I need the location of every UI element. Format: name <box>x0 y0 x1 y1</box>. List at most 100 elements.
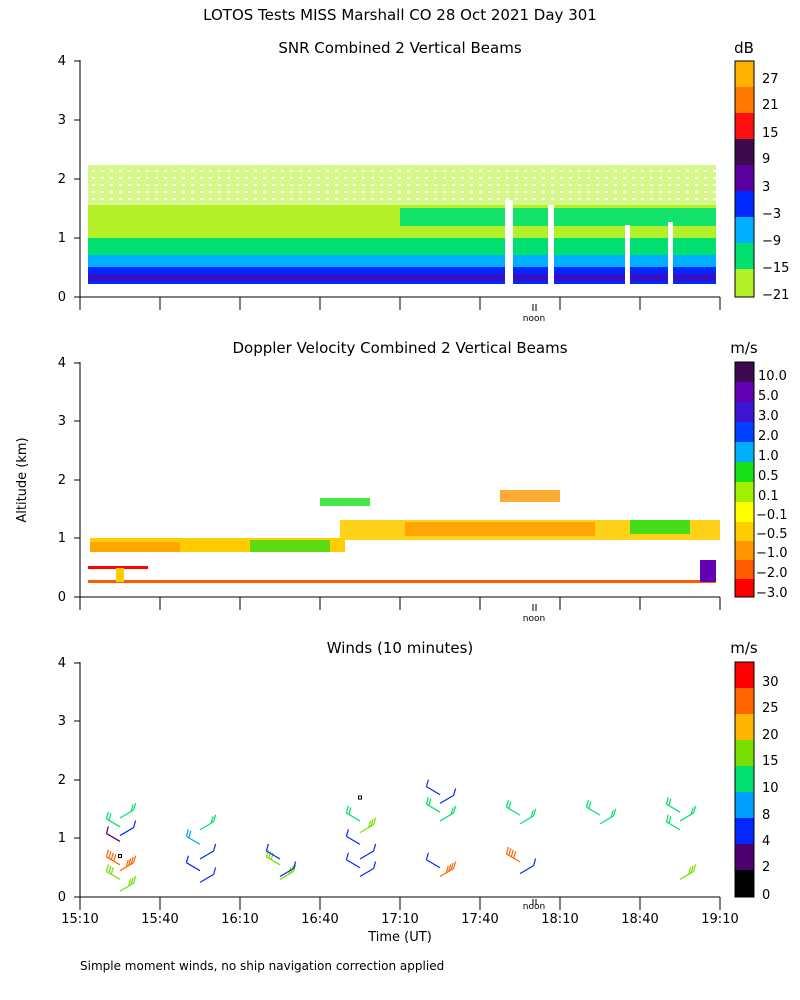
winds-cb-label-4: 10 <box>762 781 779 796</box>
snr-ytick-4: 4 <box>58 54 66 69</box>
wind-barb <box>505 846 521 863</box>
snr-gap-4 <box>668 222 673 284</box>
doppler-band-green-2 <box>630 520 690 534</box>
wind-barb <box>439 805 457 822</box>
snr-y-ticks <box>74 60 80 298</box>
snr-cb-label-4: 3 <box>762 180 770 195</box>
wind-barb <box>105 849 121 866</box>
doppler-colorbar-swatch-4 <box>735 442 754 462</box>
wind-barb <box>679 864 697 880</box>
winds-ytick-1: 1 <box>58 831 66 846</box>
wind-barb <box>118 854 122 859</box>
snr-colorbar-swatch-8 <box>735 269 754 297</box>
winds-xtick-7: 18:40 <box>621 912 658 927</box>
snr-colorbar-swatch-2 <box>735 113 754 139</box>
doppler-colorbar-swatch-7 <box>735 502 754 522</box>
winds-colorbar-swatch-6 <box>735 818 754 844</box>
figure-title: LOTOS Tests MISS Marshall CO 28 Oct 2021… <box>203 6 597 24</box>
doppler-cb-label-8: −0.5 <box>756 527 788 542</box>
doppler-band-green <box>250 540 330 552</box>
snr-colorbar-swatch-0 <box>735 61 754 87</box>
winds-cb-label-3: 15 <box>762 754 779 769</box>
snr-cb-label-7: −15 <box>762 261 789 276</box>
winds-cb-label-8: 0 <box>762 888 770 903</box>
snr-cb-label-8: −21 <box>762 288 789 303</box>
winds-colorbar-swatch-4 <box>735 766 754 792</box>
winds-cb-label-5: 8 <box>762 808 770 823</box>
wind-barbs <box>105 779 697 892</box>
winds-xtick-1: 15:40 <box>141 912 178 927</box>
snr-ytick-2: 2 <box>58 172 66 187</box>
winds-colorbar-swatch-0 <box>735 662 754 688</box>
winds-cb-label-0: 30 <box>762 675 779 690</box>
doppler-cb-label-4: 1.0 <box>758 449 779 464</box>
wind-barb <box>665 797 681 813</box>
wind-barb <box>358 795 362 800</box>
snr-cb-label-3: 9 <box>762 152 770 167</box>
snr-x-ticks <box>79 297 721 311</box>
winds-ytick-3: 3 <box>58 714 66 729</box>
doppler-ytick-3: 3 <box>58 414 66 429</box>
doppler-colorbar-swatch-9 <box>735 541 754 560</box>
doppler-cb-label-3: 2.0 <box>758 429 779 444</box>
doppler-field <box>88 490 720 583</box>
wind-barb <box>119 802 137 819</box>
doppler-x-ticks <box>79 597 721 611</box>
doppler-cb-label-9: −1.0 <box>756 546 788 561</box>
doppler-band-mid-orange <box>405 522 595 536</box>
wind-barb <box>425 779 441 796</box>
winds-xtick-2: 16:10 <box>221 912 258 927</box>
wind-barb <box>105 826 121 842</box>
wind-barb <box>425 852 441 869</box>
wind-barb <box>519 858 537 875</box>
wind-barb <box>185 855 201 872</box>
doppler-colorbar-swatch-5 <box>735 462 754 482</box>
snr-noon-label: noon <box>523 314 545 324</box>
doppler-cb-label-10: −2.0 <box>756 566 788 581</box>
doppler-upper-patch <box>500 490 560 502</box>
snr-cb-label-0: 27 <box>762 72 779 87</box>
wind-barb <box>519 808 537 825</box>
winds-noon-label: noon <box>523 902 545 912</box>
doppler-colorbar <box>734 361 755 598</box>
doppler-colorbar-swatch-1 <box>735 382 754 402</box>
doppler-ytick-1: 1 <box>58 531 66 546</box>
winds-y-ticks <box>74 662 80 898</box>
doppler-column <box>116 568 124 582</box>
winds-colorbar <box>734 661 755 898</box>
doppler-cb-label-7: −0.1 <box>756 508 788 523</box>
winds-cb-label-7: 2 <box>762 860 770 875</box>
snr-colorbar <box>734 60 755 298</box>
winds-colorbar-swatch-3 <box>735 740 754 766</box>
doppler-y-label: Altitude (km) <box>15 437 30 522</box>
doppler-noon-label: noon <box>523 614 545 624</box>
wind-barb <box>585 799 601 816</box>
wind-barb <box>679 805 697 822</box>
doppler-cb-label-0: 10.0 <box>758 369 787 384</box>
doppler-ytick-4: 4 <box>58 356 66 371</box>
wind-barb <box>119 855 137 872</box>
winds-xtick-6: 18:10 <box>541 912 578 927</box>
doppler-cb-label-11: −3.0 <box>756 586 788 601</box>
wind-barb <box>345 829 361 845</box>
wind-barb <box>119 875 137 892</box>
snr-gap-3 <box>625 225 630 284</box>
panel-snr: SNR Combined 2 Vertical Beams noon <box>58 39 790 324</box>
winds-x-ticks <box>79 897 721 910</box>
doppler-upper-patch-2 <box>320 498 370 506</box>
snr-layer-green-band <box>88 238 716 255</box>
snr-colorbar-swatch-3 <box>735 139 754 165</box>
wind-barb <box>505 799 521 816</box>
snr-elevated-layer <box>400 208 716 226</box>
wind-barb <box>345 852 361 869</box>
wind-barb <box>199 814 217 831</box>
wind-barb <box>599 808 617 825</box>
doppler-ytick-0: 0 <box>58 590 66 605</box>
winds-title: Winds (10 minutes) <box>327 639 474 657</box>
snr-ytick-0: 0 <box>58 290 66 305</box>
winds-colorbar-unit: m/s <box>730 639 758 657</box>
doppler-colorbar-swatch-0 <box>735 362 754 382</box>
snr-gap-1 <box>505 200 513 284</box>
doppler-colorbar-swatch-2 <box>735 402 754 422</box>
doppler-colorbar-swatch-6 <box>735 482 754 502</box>
